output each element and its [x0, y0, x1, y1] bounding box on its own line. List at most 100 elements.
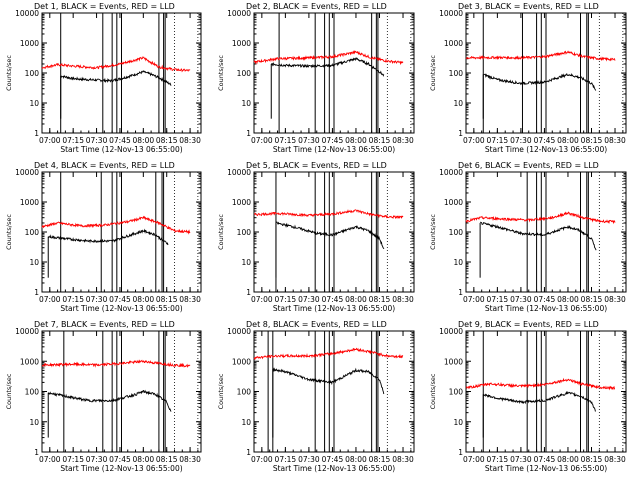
x-tick-label: 07:00	[251, 136, 273, 145]
events-series-line	[479, 221, 597, 251]
x-tick-label: 07:15	[62, 136, 84, 145]
events-series-line	[271, 57, 385, 77]
y-tick-label: 100	[449, 228, 464, 237]
x-tick-label: 08:30	[604, 455, 626, 464]
x-tick-label: 08:30	[392, 136, 414, 145]
y-tick-label: 100	[25, 228, 40, 237]
x-tick-label: 07:15	[487, 295, 509, 304]
x-tick-label: 07:15	[487, 136, 509, 145]
lld-series-line	[253, 209, 404, 220]
y-axis-label: Counts/sec	[429, 373, 437, 409]
x-tick-label: 07:00	[463, 455, 485, 464]
x-tick-label: 07:45	[322, 455, 344, 464]
panel-det-6: Det 6, BLACK = Events, RED = LLD 1 10 100 10…	[429, 161, 627, 313]
y-tick-label: 10	[241, 418, 251, 427]
lld-series-line	[41, 359, 191, 368]
y-tick-label: 1	[246, 129, 251, 138]
x-tick-label: 07:30	[86, 295, 108, 304]
y-tick-label: 10	[241, 258, 251, 267]
x-tick-label: 08:15	[581, 455, 603, 464]
x-axis-label: Start Time (12-Nov-13 06:55:00)	[273, 304, 395, 313]
y-tick-label: 1	[246, 448, 251, 457]
events-series-line	[275, 221, 385, 250]
y-tick-label: 10000	[439, 327, 463, 336]
x-axis-label: Start Time (12-Nov-13 06:55:00)	[60, 145, 182, 154]
panel-title: Det 4, BLACK = Events, RED = LLD	[34, 161, 175, 170]
x-tick-label: 07:45	[322, 295, 344, 304]
panel-det-4: Det 4, BLACK = Events, RED = LLD 1 10 100 10…	[5, 161, 202, 313]
y-tick-label: 1000	[232, 357, 251, 366]
x-tick-label: 07:30	[298, 295, 320, 304]
x-tick-label: 07:15	[62, 455, 84, 464]
x-tick-label: 07:30	[86, 136, 108, 145]
x-tick-label: 08:00	[133, 455, 155, 464]
y-tick-label: 1	[458, 448, 463, 457]
x-tick-label: 07:30	[86, 455, 108, 464]
y-tick-label: 10	[453, 99, 463, 108]
lld-series-line	[465, 211, 616, 225]
x-tick-label: 08:00	[557, 136, 579, 145]
panel-title: Det 5, BLACK = Events, RED = LLD	[246, 161, 387, 170]
x-tick-label: 08:15	[369, 295, 391, 304]
x-axis-label: Start Time (12-Nov-13 06:55:00)	[485, 304, 607, 313]
x-tick-label: 07:30	[510, 295, 532, 304]
x-tick-label: 08:30	[179, 455, 201, 464]
y-tick-label: 100	[237, 228, 252, 237]
x-tick-label: 07:00	[463, 136, 485, 145]
y-tick-label: 10000	[227, 9, 251, 18]
y-tick-label: 10	[29, 99, 39, 108]
x-tick-label: 07:00	[39, 295, 61, 304]
x-tick-label: 07:00	[251, 455, 273, 464]
panel-title: Det 9, BLACK = Events, RED = LLD	[458, 320, 599, 329]
panel-det-9: Det 9, BLACK = Events, RED = LLD 1 10 100 10…	[429, 320, 627, 473]
x-tick-label: 08:15	[156, 455, 178, 464]
x-tick-label: 07:15	[275, 295, 297, 304]
x-tick-label: 08:15	[581, 295, 603, 304]
y-tick-label: 1	[246, 288, 251, 297]
x-tick-label: 07:15	[62, 295, 84, 304]
y-tick-label: 10000	[15, 168, 39, 177]
x-tick-label: 07:45	[109, 455, 131, 464]
panel-title: Det 8, BLACK = Events, RED = LLD	[246, 320, 387, 329]
x-tick-label: 08:30	[179, 136, 201, 145]
panel-title: Det 2, BLACK = Events, RED = LLD	[246, 2, 387, 11]
x-tick-label: 08:00	[133, 136, 155, 145]
y-tick-label: 1	[458, 288, 463, 297]
y-tick-label: 10000	[227, 327, 251, 336]
y-tick-label: 10	[241, 99, 251, 108]
x-tick-label: 07:15	[487, 455, 509, 464]
x-tick-label: 08:30	[392, 295, 414, 304]
y-tick-label: 10000	[439, 168, 463, 177]
y-tick-label: 1000	[444, 357, 463, 366]
y-tick-label: 1	[34, 129, 39, 138]
y-tick-label: 10000	[15, 327, 39, 336]
panel-det-1: Det 1, BLACK = Events, RED = LLD 1 10 100 10…	[5, 2, 202, 154]
x-tick-label: 08:00	[557, 455, 579, 464]
x-tick-label: 08:30	[604, 295, 626, 304]
x-tick-label: 07:45	[534, 455, 556, 464]
y-axis-label: Counts/sec	[5, 55, 13, 91]
y-axis-label: Counts/sec	[5, 214, 13, 250]
x-tick-label: 08:30	[392, 455, 414, 464]
x-tick-label: 07:45	[534, 295, 556, 304]
y-tick-label: 1000	[20, 39, 39, 48]
y-tick-label: 100	[237, 388, 252, 397]
panel-det-2: Det 2, BLACK = Events, RED = LLD 1 10 100 10…	[217, 2, 415, 154]
events-series-line	[47, 389, 172, 412]
y-tick-label: 100	[237, 69, 252, 78]
y-axis-label: Counts/sec	[5, 373, 13, 409]
events-series-line	[47, 228, 169, 246]
y-tick-label: 10000	[15, 9, 39, 18]
x-tick-label: 08:00	[557, 295, 579, 304]
x-tick-label: 08:15	[369, 136, 391, 145]
x-tick-label: 08:00	[345, 455, 367, 464]
x-tick-label: 08:30	[604, 136, 626, 145]
y-tick-label: 1	[458, 129, 463, 138]
events-series-line	[483, 72, 597, 91]
x-tick-label: 07:30	[510, 136, 532, 145]
lld-series-line	[41, 215, 191, 235]
x-tick-label: 07:45	[109, 295, 131, 304]
panel-title: Det 3, BLACK = Events, RED = LLD	[458, 2, 599, 11]
y-tick-label: 1000	[20, 198, 39, 207]
